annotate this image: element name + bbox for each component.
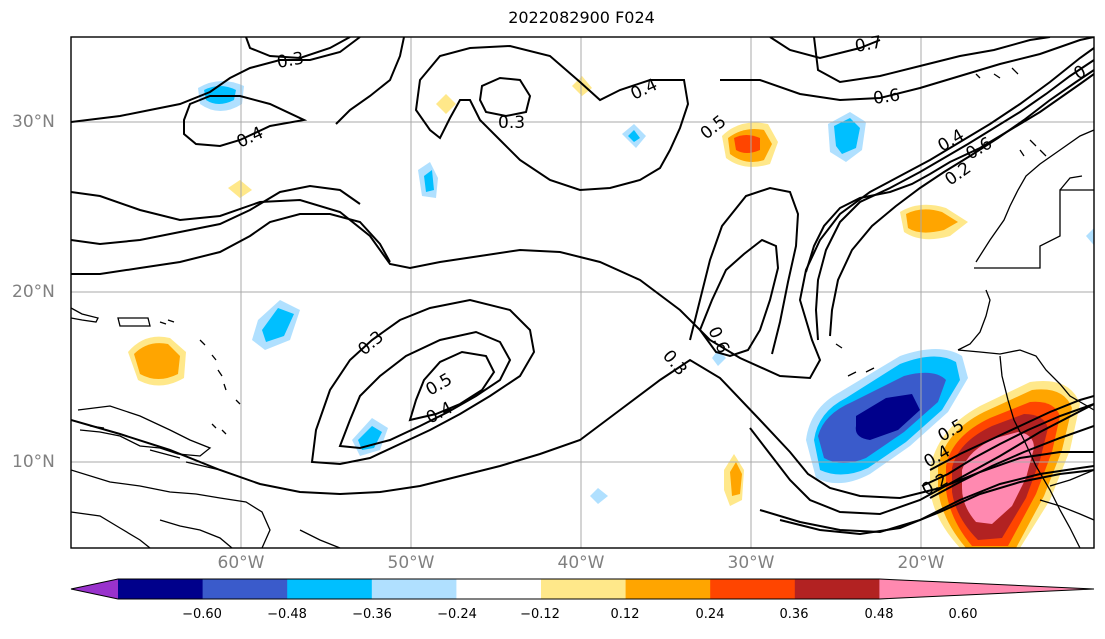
colorbar-tick-label: −0.36 <box>352 607 392 622</box>
colorbar-segment <box>287 579 373 599</box>
contour-label: 0.3 <box>498 113 525 133</box>
lon-label-30w: 30°W <box>727 553 775 573</box>
colorbar-extend-right <box>879 579 1094 599</box>
colorbar-tick-label: 0.60 <box>948 607 978 622</box>
lon-label-20w: 20°W <box>897 553 945 573</box>
colorbar-segment <box>202 579 288 599</box>
colorbar-tick-label: −0.60 <box>182 607 222 622</box>
shade-blob <box>252 300 300 350</box>
contour-label: 0.4 <box>234 123 267 153</box>
contour-label: 0.4 <box>935 125 968 156</box>
shaded-anomalies <box>128 76 1094 548</box>
shade-blob <box>418 162 438 198</box>
map-frame <box>70 36 1095 549</box>
colorbar-segment <box>118 579 204 599</box>
colorbar-segment <box>625 579 711 599</box>
map-title: 2022082900 F024 <box>508 8 655 27</box>
shade-blob <box>352 418 388 456</box>
lat-label-10n: 10°N <box>12 452 55 472</box>
contour-label: 0.4 <box>423 398 456 428</box>
shade-blob <box>900 204 968 240</box>
shade-blob <box>128 336 186 386</box>
colorbar-tick-label: −0.48 <box>267 607 307 622</box>
coastlines <box>71 67 1094 548</box>
contour-label: 0.5 <box>423 369 456 400</box>
shade-blob <box>828 112 866 162</box>
colorbar-extend-left <box>71 579 118 599</box>
colorbar-segment <box>794 579 880 599</box>
colorbar-segment <box>710 579 796 599</box>
shade-blob <box>228 76 1094 504</box>
colorbar-outline <box>70 578 1095 600</box>
lon-label-40w: 40°W <box>557 553 605 573</box>
contour-label: 0.3 <box>275 49 305 73</box>
contour-label: 0.6 <box>872 85 902 109</box>
shade-blob-negative-large <box>806 349 968 484</box>
colorbar-segment <box>456 579 542 599</box>
shade-blob <box>722 122 778 167</box>
contour-label: 0.7 <box>853 33 883 57</box>
colorbar-tick-label: 0.36 <box>779 607 809 622</box>
colorbar-tick-label: 0.24 <box>695 607 725 622</box>
shade-blob <box>724 454 744 506</box>
colorbar-tick-label: 0.48 <box>864 607 894 622</box>
contour-label: 0.3 <box>658 346 691 380</box>
shade-blob <box>622 124 646 148</box>
colorbar-tick-label: −0.12 <box>520 607 560 622</box>
lon-label-60w: 60°W <box>217 553 265 573</box>
colorbar-segment <box>541 579 627 599</box>
colorbar-segment <box>371 579 457 599</box>
colorbar <box>70 578 1095 600</box>
shade-blob-positive-large <box>930 380 1080 548</box>
lat-label-20n: 20°N <box>12 282 55 302</box>
lat-label-30n: 30°N <box>12 112 55 132</box>
colorbar-tick-label: 0.12 <box>610 607 640 622</box>
contour-lines <box>71 37 1094 536</box>
lon-label-50w: 50°W <box>387 553 435 573</box>
graticule <box>71 37 1094 548</box>
colorbar-tick-label: −0.24 <box>437 607 477 622</box>
